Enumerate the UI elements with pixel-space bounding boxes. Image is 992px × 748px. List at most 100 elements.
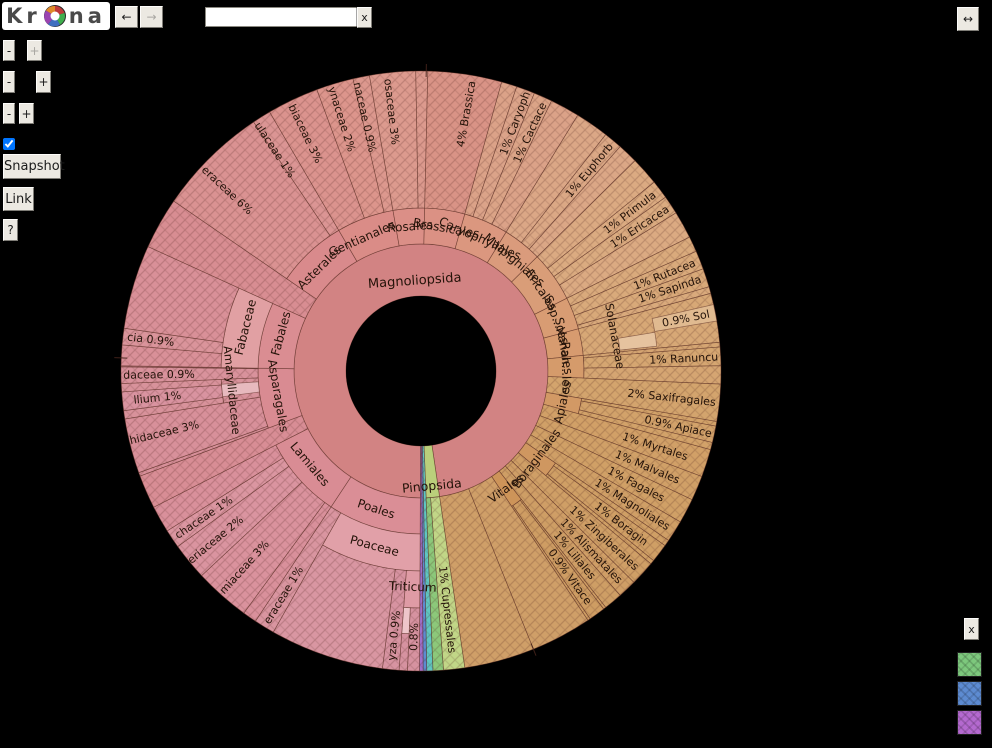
wedge-hatch-Sapindales-other2 — [577, 286, 711, 329]
wedge-hatch-Iridaceae — [120, 366, 259, 384]
wedge-hatch-Fagales — [530, 425, 692, 522]
wedge-hatch-Ranunculales-other1 — [583, 342, 721, 358]
wedge-hatch-Malvales — [535, 415, 702, 500]
help-button[interactable]: ? — [3, 219, 18, 241]
legend-swatch-blue[interactable] — [957, 681, 982, 706]
wedge-label-Iridaceae: daceae 0.9% — [123, 368, 195, 382]
wedge-hatch-Zingiberales — [511, 452, 651, 583]
wedge-hatch-Myrtales — [539, 404, 711, 477]
wedge-hatch-Vicia — [122, 328, 224, 354]
search-clear-button[interactable]: x — [357, 7, 372, 28]
wedge-hatch-Fabaceae-other1 — [121, 344, 222, 368]
wedge-hatch-Brassicaceae — [424, 71, 502, 214]
wedge-label-Rosales: Rosales — [387, 218, 434, 235]
wedge-label-Vicia: cia 0.9% — [127, 331, 175, 349]
wedge-hatch-Alismatales — [505, 460, 634, 596]
chart-center-hole — [346, 296, 496, 446]
control-row3-plus-button[interactable]: + — [19, 103, 34, 124]
wedge-hatch-Ericales-other1 — [537, 160, 655, 269]
wedge-label-Triticum: Triticum — [388, 579, 437, 595]
back-button[interactable]: ← — [115, 6, 138, 28]
wedge-label-Pinopsida: Pinopsida — [401, 475, 462, 496]
wedge-hatch-Gesneriaceae — [177, 466, 302, 576]
wedge-hatch-Asteraceae — [173, 122, 331, 279]
wedge-hatch-Rutaceae — [570, 251, 704, 316]
wedge-label-Magnoliopsida: Magnoliopsida — [367, 270, 461, 291]
forward-button[interactable]: → — [140, 6, 163, 28]
wedge-hatch-Rosales-other — [415, 71, 428, 209]
sunburst-wedges — [114, 64, 722, 672]
wedge-hatch-Apocynaceae — [316, 78, 385, 219]
wedge-hatch-Gentianaceae — [353, 75, 393, 213]
wedge-hatch-Asparagales-other1 — [138, 426, 269, 477]
wedge-hatch-Ericales-other2 — [559, 212, 690, 299]
wedge-hatch-Vitales-other2 — [511, 505, 591, 621]
wedge-label-Allium: llium 1% — [133, 389, 182, 407]
wedge-Solanum[interactable] — [651, 304, 718, 332]
wedge-hatch-Caryophyllales-other1 — [464, 82, 517, 217]
krona-logo: Kr na — [2, 2, 110, 30]
legend-close-button[interactable]: x — [964, 618, 979, 640]
wedge-hatch-Pinopsida-other — [426, 497, 444, 671]
wedge-hatch-Magnoliales — [525, 434, 681, 541]
wedge-hatch-Solanaceae — [578, 293, 720, 356]
link-button[interactable]: Link — [3, 187, 34, 211]
search-input[interactable] — [205, 7, 361, 27]
wedge-hatch-Caryophyllaceae — [472, 86, 535, 221]
wedge-hatch-Campanulaceae — [253, 111, 339, 236]
wedge-hatch-Cupressales — [430, 496, 465, 671]
wedge-hatch-Liliales — [499, 465, 621, 608]
logo-text-pre: Kr — [6, 4, 41, 28]
wedge-hatch-Triticum-sub-rest — [399, 633, 410, 671]
wedge-hatch-Euphorbiaceae — [521, 134, 621, 250]
wedge-hatch-Lamiales-other2 — [153, 445, 284, 531]
wedge-hatch-Caryophyllales-other2 — [491, 100, 578, 233]
krona-logo-pie-icon — [43, 5, 66, 27]
wedge-Solanaceae-pale[interactable] — [617, 331, 658, 351]
wedge-hatch-unlabeled-a — [140, 415, 308, 508]
wedge-hatch-unlabeled-d — [439, 488, 534, 668]
wedge-hatch-Apiales-other1 — [581, 398, 717, 427]
expand-window-button[interactable]: ↔ — [957, 7, 979, 31]
wedge-hatch-Saxifragales — [546, 376, 721, 422]
legend-swatch-purple[interactable] — [957, 710, 982, 735]
wedge-hatch-Vitales-other1 — [520, 499, 606, 610]
wedge-hatch-Orobanchaceae — [167, 457, 289, 547]
control-row1-minus-button[interactable]: - — [3, 40, 15, 61]
wedge-hatch-Fabaceae-other2 — [124, 246, 240, 343]
option-checkbox[interactable] — [3, 138, 15, 150]
wedge-label-Triticum-sub: 0.8% — [407, 623, 421, 651]
wedge-hatch-Rubiaceae — [269, 89, 365, 231]
wedge-label-Oryza: yza 0.9% — [385, 610, 403, 662]
wedge-hatch-Cyperaceae — [255, 506, 341, 633]
wedge-hatch-Ranunculaceae — [583, 346, 721, 369]
wedge-label-Ranunculaceae: 1% Ranuncu — [649, 350, 719, 366]
wedge-hatch-Apiaceae — [579, 400, 716, 443]
wedge-hatch-Malpighiales-other1 — [506, 115, 606, 243]
wedge-hatch-Triticum-sub — [407, 607, 420, 671]
wedge-label-Ranunculales: Ran...les — [558, 341, 573, 393]
control-row3-minus-button[interactable]: - — [3, 103, 15, 124]
wedge-hatch-Boraginales-other2 — [545, 474, 654, 564]
wedge-hatch-Poaceae-other — [273, 545, 396, 669]
wedge-hatch-Boraginaceae — [547, 465, 665, 561]
control-row2-plus-button[interactable]: + — [36, 71, 51, 93]
wedge-hatch-Cactaceae — [482, 93, 552, 225]
wedge-hatch-Sapindales-other1 — [566, 237, 697, 306]
wedge-hatch-Sapindaceae — [574, 268, 709, 326]
legend-swatch-green[interactable] — [957, 652, 982, 677]
root-tick-2 — [114, 357, 128, 359]
control-row2-minus-button[interactable]: - — [3, 71, 15, 93]
wedge-hatch-unlabeled-c — [468, 476, 588, 650]
wedge-hatch-Rosaceae — [369, 71, 419, 211]
root-tick-1 — [530, 643, 537, 656]
wedge-hatch-Malpighiales-other2 — [529, 146, 635, 257]
wedge-hatch-Vitaceae — [512, 500, 604, 619]
wedge-hatch-class-sliver-cyan — [422, 445, 434, 671]
wedge-hatch-Primulaceae — [547, 182, 666, 277]
control-row1-plus-button[interactable]: + — [27, 40, 42, 61]
logo-text-post: na — [68, 4, 106, 28]
wedge-hatch-Lamiales-other1 — [243, 502, 332, 622]
snapshot-button[interactable]: Snapshot — [3, 154, 65, 179]
